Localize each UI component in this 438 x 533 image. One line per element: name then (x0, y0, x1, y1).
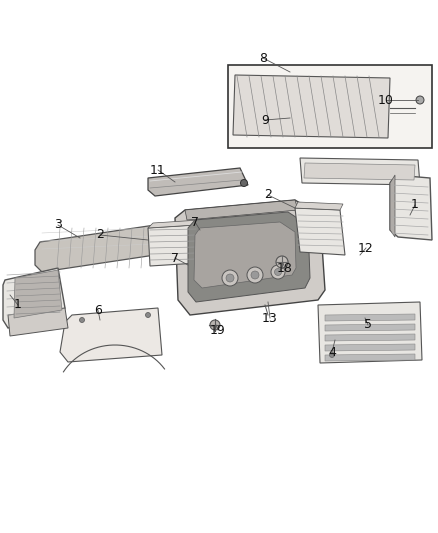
Circle shape (416, 96, 424, 104)
Text: 7: 7 (191, 215, 199, 229)
Text: 2: 2 (264, 189, 272, 201)
Text: 13: 13 (262, 311, 278, 325)
Polygon shape (325, 344, 415, 351)
Circle shape (210, 320, 220, 330)
Polygon shape (318, 302, 422, 363)
Polygon shape (8, 308, 68, 336)
Text: 10: 10 (378, 93, 394, 107)
Text: 5: 5 (364, 319, 372, 332)
Text: 8: 8 (259, 52, 267, 64)
Circle shape (247, 267, 263, 283)
Text: 1: 1 (14, 298, 22, 311)
Circle shape (240, 180, 247, 187)
Polygon shape (295, 202, 343, 210)
Polygon shape (390, 175, 432, 240)
Polygon shape (60, 308, 162, 362)
Polygon shape (194, 222, 296, 288)
Text: 19: 19 (210, 324, 226, 336)
Text: 11: 11 (150, 164, 166, 176)
Text: 6: 6 (94, 303, 102, 317)
Circle shape (145, 312, 151, 318)
Polygon shape (295, 208, 345, 255)
Polygon shape (148, 225, 198, 266)
Polygon shape (325, 324, 415, 331)
Circle shape (226, 274, 234, 282)
Circle shape (276, 256, 288, 268)
Polygon shape (228, 65, 432, 148)
Polygon shape (148, 168, 248, 196)
Polygon shape (325, 334, 415, 341)
Text: 4: 4 (328, 345, 336, 359)
Text: 12: 12 (358, 241, 374, 254)
Polygon shape (304, 163, 415, 180)
Circle shape (271, 265, 285, 279)
Text: 3: 3 (54, 219, 62, 231)
Polygon shape (188, 212, 310, 302)
Polygon shape (185, 200, 298, 220)
Polygon shape (390, 175, 395, 237)
Polygon shape (300, 158, 420, 185)
Circle shape (329, 352, 335, 358)
Text: 9: 9 (261, 114, 269, 126)
Polygon shape (325, 314, 415, 321)
Polygon shape (175, 200, 325, 315)
Polygon shape (3, 268, 65, 328)
Circle shape (251, 271, 259, 279)
Circle shape (222, 270, 238, 286)
Polygon shape (325, 354, 415, 361)
Text: 18: 18 (277, 262, 293, 274)
Text: 7: 7 (171, 252, 179, 264)
Text: 2: 2 (96, 229, 104, 241)
Polygon shape (35, 225, 165, 272)
Text: 1: 1 (411, 198, 419, 212)
Polygon shape (14, 270, 62, 318)
Polygon shape (233, 75, 390, 138)
Polygon shape (148, 220, 200, 228)
Circle shape (275, 269, 282, 276)
Circle shape (80, 318, 85, 322)
